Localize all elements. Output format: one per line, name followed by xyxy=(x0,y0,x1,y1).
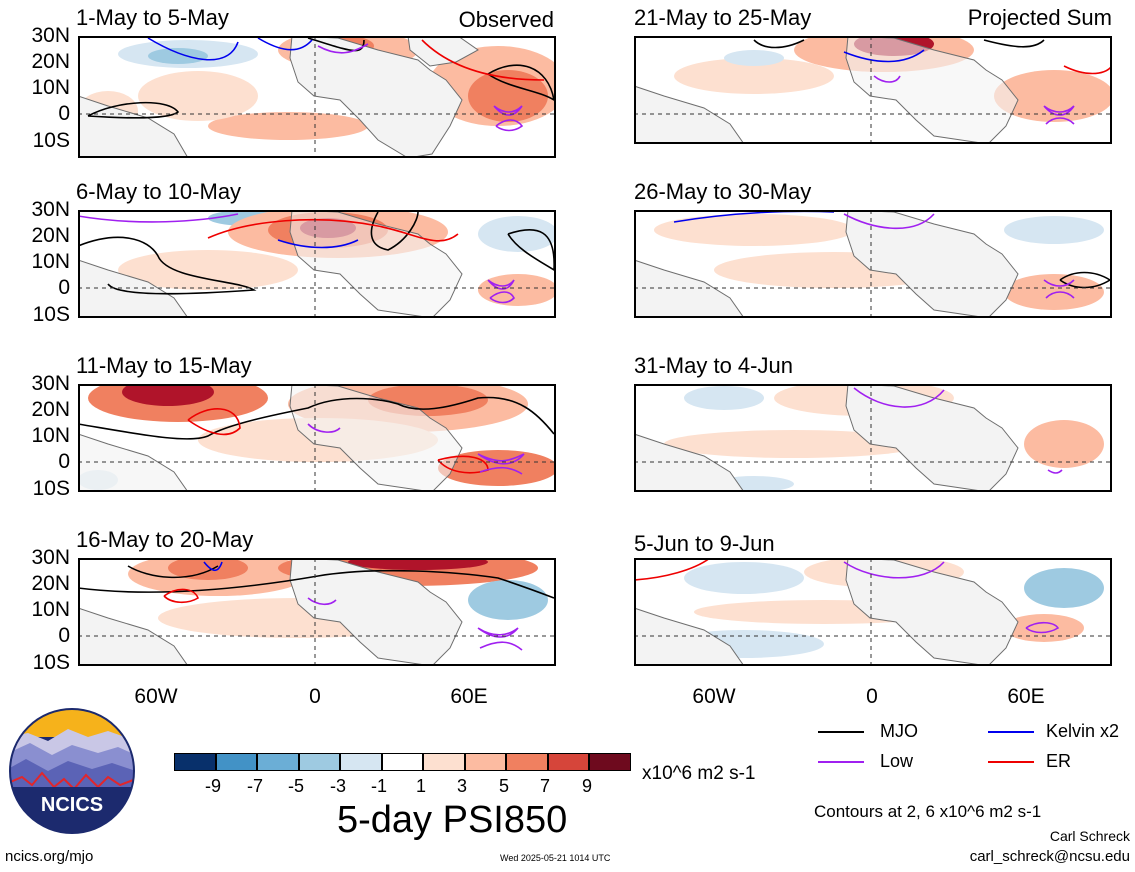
lat-label: 30N xyxy=(31,546,70,569)
lat-label: 0 xyxy=(58,276,70,299)
colorbar-swatch xyxy=(381,753,423,771)
lat-label: 10S xyxy=(32,477,70,500)
colorbar-swatch xyxy=(589,753,631,771)
legend-line-mjo xyxy=(818,731,864,733)
site-link[interactable]: ncics.org/mjo xyxy=(5,848,94,865)
panel-title-3: 11-May to 15-May xyxy=(76,353,252,378)
lat-label: 0 xyxy=(58,102,70,125)
legend-line-er xyxy=(988,761,1034,763)
land-outlines xyxy=(78,384,463,492)
contours xyxy=(753,39,1112,125)
legend-line-kelvin xyxy=(988,731,1034,733)
panel-title-5: 21-May to 25-May xyxy=(634,5,812,30)
logo-text: NCICS xyxy=(41,794,103,816)
colorbar-swatch xyxy=(423,753,465,771)
lon-label: 60E xyxy=(450,685,488,708)
lat-label: 0 xyxy=(58,624,70,647)
contours xyxy=(78,211,555,304)
lon-label: 60W xyxy=(692,685,736,708)
land-outlines xyxy=(78,36,479,158)
lat-label: 10N xyxy=(31,598,70,621)
panel-tag-projected: Projected Sum xyxy=(967,5,1112,30)
lat-label: 20N xyxy=(31,398,70,421)
colorbar-tick: 9 xyxy=(581,776,592,796)
colorbar-swatch xyxy=(340,753,382,771)
colorbar-swatch xyxy=(257,753,299,771)
map-panel-3 xyxy=(78,384,556,492)
colorbar-tick: 7 xyxy=(539,776,550,796)
panel-title-4: 16-May to 20-May xyxy=(76,527,254,552)
timestamp: Wed 2025-05-21 1014 UTC xyxy=(500,853,611,863)
lat-label: 20N xyxy=(31,50,70,73)
lat-label: 10N xyxy=(31,250,70,273)
contours-note: Contours at 2, 6 x10^6 m2 s-1 xyxy=(814,802,1042,821)
colorbar-tick: 5 xyxy=(498,776,509,796)
lat-label: 10S xyxy=(32,651,70,674)
chart-title: 5-day PSI850 xyxy=(337,799,568,841)
colorbar-tick: -5 xyxy=(287,776,304,796)
lat-label: 10N xyxy=(31,424,70,447)
lon-label: 60E xyxy=(1007,685,1045,708)
colorbar-swatch xyxy=(298,753,340,771)
panel-title-8: 5-Jun to 9-Jun xyxy=(634,531,775,556)
author-email[interactable]: carl_schreck@ncsu.edu xyxy=(969,848,1130,865)
ncics-logo: NCICS xyxy=(9,708,135,834)
colorbar-tick: -7 xyxy=(246,776,263,796)
map-panel-6 xyxy=(634,210,1112,318)
lat-label: 10S xyxy=(32,303,70,326)
colorbar-tick: -1 xyxy=(370,776,387,796)
land-outlines xyxy=(634,210,1019,318)
lon-label: 0 xyxy=(866,685,878,708)
lat-label: 30N xyxy=(31,24,70,47)
colorbar-units: x10^6 m2 s-1 xyxy=(642,763,756,784)
legend-label-er: ER xyxy=(1046,751,1072,771)
legend-label-kelvin: Kelvin x2 xyxy=(1046,721,1120,741)
legend-label-mjo: MJO xyxy=(880,721,918,741)
lon-label: 60W xyxy=(134,685,178,708)
land-outlines xyxy=(78,558,463,666)
map-panel-4 xyxy=(78,558,556,666)
colorbar-swatch xyxy=(215,753,257,771)
colorbar-swatch xyxy=(506,753,548,771)
lat-label: 10S xyxy=(32,129,70,152)
author: Carl Schreck xyxy=(1049,828,1130,844)
lat-label: 30N xyxy=(31,372,70,395)
land-outlines xyxy=(634,558,1019,666)
lat-label: 30N xyxy=(31,198,70,221)
colorbar-swatch xyxy=(464,753,506,771)
lat-label: 20N xyxy=(31,224,70,247)
land-outlines xyxy=(634,36,1019,144)
map-panel-5 xyxy=(634,36,1112,144)
lat-label: 20N xyxy=(31,572,70,595)
contours xyxy=(634,558,1060,634)
map-panel-8 xyxy=(634,558,1112,666)
map-panel-2 xyxy=(78,210,556,318)
lat-label: 10N xyxy=(31,76,70,99)
colorbar-swatch xyxy=(174,753,216,771)
colorbar-swatch xyxy=(547,753,589,771)
map-panel-1 xyxy=(78,36,556,158)
contours xyxy=(78,561,555,651)
panel-title-7: 31-May to 4-Jun xyxy=(634,353,793,378)
colorbar-tick: -3 xyxy=(329,776,346,796)
panel-title-2: 6-May to 10-May xyxy=(76,179,242,204)
legend-label-low: Low xyxy=(880,751,914,771)
lon-label: 0 xyxy=(309,685,321,708)
colorbar-tick: -9 xyxy=(204,776,221,796)
contours xyxy=(87,37,556,132)
contours xyxy=(853,387,1063,474)
colorbar-tick: 3 xyxy=(456,776,467,796)
map-panel-7 xyxy=(634,384,1112,492)
panel-tag-observed: Observed xyxy=(458,7,554,32)
legend-line-low xyxy=(818,761,864,763)
colorbar-tick: 1 xyxy=(415,776,426,796)
lat-label: 0 xyxy=(58,450,70,473)
panel-title-1: 1-May to 5-May xyxy=(76,5,229,30)
land-outlines xyxy=(634,384,1019,492)
panel-title-6: 26-May to 30-May xyxy=(634,179,812,204)
